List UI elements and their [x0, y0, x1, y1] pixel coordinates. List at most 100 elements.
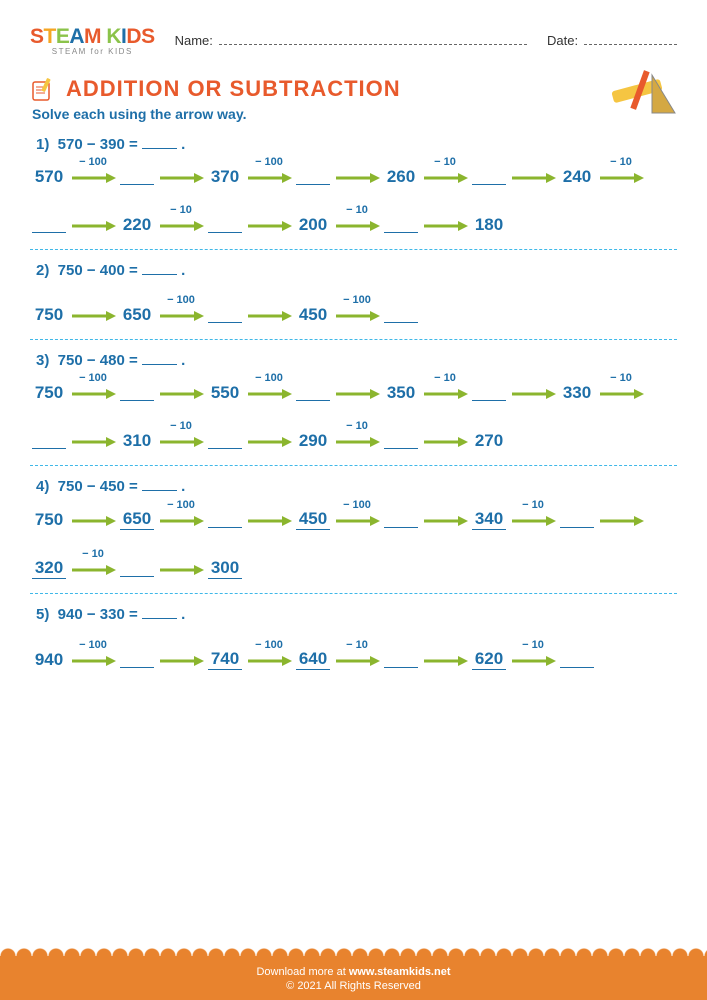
arrow-operation: − 100: [167, 294, 195, 306]
arrow-icon: [598, 513, 644, 527]
answer-blank[interactable]: [142, 490, 177, 491]
arrow-operation: − 100: [255, 156, 283, 168]
problem-2: 2) 750 − 400 = . 750 650 − 100 450 − 100: [30, 262, 677, 325]
chain-blank[interactable]: [120, 561, 154, 577]
chain-blank[interactable]: [208, 307, 242, 323]
arrow-chain: 750 650 − 100 450 − 100: [32, 305, 677, 325]
answer-blank[interactable]: [142, 364, 177, 365]
chain-blank[interactable]: [560, 512, 594, 528]
chain-filled: 740: [208, 649, 242, 670]
chain-filled: 340: [472, 509, 506, 530]
question: 5) 940 − 330 = .: [36, 606, 677, 623]
arrow-operation: − 100: [79, 156, 107, 168]
arrow-icon: − 10: [334, 434, 380, 448]
header-row: STEAM KIDS STEAM for KIDS Name: Date:: [30, 25, 677, 56]
chain-blank[interactable]: [120, 652, 154, 668]
arrow-operation: − 10: [434, 156, 456, 168]
chain-blank[interactable]: [296, 385, 330, 401]
answer-blank[interactable]: [142, 274, 177, 275]
arrow-icon: [158, 170, 204, 184]
arrow-operation: − 100: [255, 372, 283, 384]
arrow-icon: − 100: [70, 386, 116, 400]
arrow-icon: [70, 513, 116, 527]
chain-filled: 650: [120, 509, 154, 530]
date-line[interactable]: [584, 44, 677, 45]
arrow-icon: [422, 434, 468, 448]
arrow-operation: − 100: [167, 499, 195, 511]
arrow-icon: [422, 218, 468, 232]
chain-blank[interactable]: [472, 385, 506, 401]
chain-value: 260: [384, 167, 418, 187]
arrow-operation: − 10: [610, 372, 632, 384]
chain-filled: 320: [32, 558, 66, 579]
arrow-icon: − 10: [598, 170, 644, 184]
arrow-chain: 750 − 100 550 − 100 350 − 10 330 − 10 31…: [32, 383, 677, 451]
question: 2) 750 − 400 = .: [36, 262, 677, 279]
chain-value: 750: [32, 383, 66, 403]
arrow-icon: − 10: [334, 653, 380, 667]
chain-blank[interactable]: [120, 169, 154, 185]
chain-blank[interactable]: [560, 652, 594, 668]
logo: STEAM KIDS STEAM for KIDS: [30, 25, 155, 56]
answer-blank[interactable]: [142, 148, 177, 149]
arrow-operation: − 10: [522, 639, 544, 651]
arrow-operation: − 10: [522, 499, 544, 511]
chain-blank[interactable]: [384, 652, 418, 668]
arrow-icon: − 100: [158, 513, 204, 527]
question: 3) 750 − 480 = .: [36, 352, 677, 369]
chain-value: 370: [208, 167, 242, 187]
date-field: Date:: [547, 33, 677, 48]
chain-blank[interactable]: [32, 217, 66, 233]
arrow-operation: − 10: [170, 204, 192, 216]
chain-blank[interactable]: [384, 433, 418, 449]
arrow-icon: [158, 653, 204, 667]
arrow-icon: [246, 434, 292, 448]
arrow-chain: 940 − 100 740 − 100640 − 10 620 − 10: [32, 649, 677, 670]
instruction: Solve each using the arrow way.: [32, 106, 677, 122]
chain-value: 270: [472, 431, 506, 451]
chain-blank[interactable]: [384, 217, 418, 233]
title-row: ADDITION OR SUBTRACTION: [30, 76, 677, 102]
chain-value: 200: [296, 215, 330, 235]
chain-blank[interactable]: [472, 169, 506, 185]
separator: [30, 249, 677, 250]
arrow-icon: − 10: [510, 513, 556, 527]
arrow-icon: [510, 386, 556, 400]
footer: Download more at www.steamkids.net © 202…: [0, 956, 707, 1000]
arrow-operation: − 10: [610, 156, 632, 168]
chain-value: 450: [296, 305, 330, 325]
problems-container: 1) 570 − 390 = . 570 − 100 370 − 100 260 …: [30, 136, 677, 670]
chain-value: 180: [472, 215, 506, 235]
chain-blank[interactable]: [120, 385, 154, 401]
arrow-operation: − 100: [79, 372, 107, 384]
arrow-icon: [246, 308, 292, 322]
chain-blank[interactable]: [208, 512, 242, 528]
chain-filled: 620: [472, 649, 506, 670]
chain-blank[interactable]: [32, 433, 66, 449]
arrow-operation: − 10: [346, 639, 368, 651]
arrow-icon: − 100: [334, 308, 380, 322]
answer-blank[interactable]: [142, 618, 177, 619]
arrow-operation: − 10: [434, 372, 456, 384]
question: 1) 570 − 390 = .: [36, 136, 677, 153]
chain-blank[interactable]: [208, 433, 242, 449]
arrow-icon: − 100: [334, 513, 380, 527]
chain-value: 240: [560, 167, 594, 187]
name-line[interactable]: [219, 44, 527, 45]
arrow-icon: [158, 562, 204, 576]
arrow-icon: − 100: [246, 386, 292, 400]
arrow-icon: [158, 386, 204, 400]
chain-blank[interactable]: [296, 169, 330, 185]
arrow-icon: − 100: [70, 170, 116, 184]
chain-blank[interactable]: [384, 512, 418, 528]
arrow-icon: [70, 434, 116, 448]
arrow-icon: [510, 170, 556, 184]
arrow-operation: − 100: [255, 639, 283, 651]
chain-value: 290: [296, 431, 330, 451]
arrow-chain: 570 − 100 370 − 100 260 − 10 240 − 10 22…: [32, 167, 677, 235]
chain-blank[interactable]: [208, 217, 242, 233]
date-label: Date:: [547, 33, 578, 48]
footer-link[interactable]: www.steamkids.net: [349, 966, 451, 978]
arrow-icon: − 100: [246, 170, 292, 184]
chain-blank[interactable]: [384, 307, 418, 323]
